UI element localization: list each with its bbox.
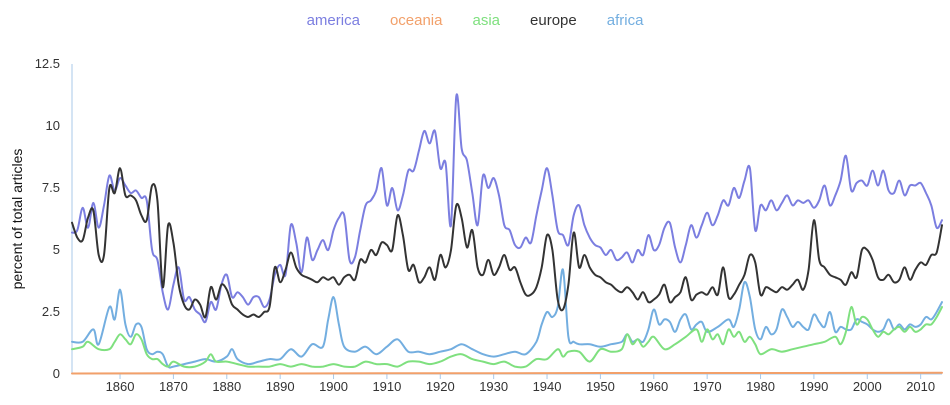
x-tick-label: 1940 <box>533 379 562 394</box>
legend-item-africa[interactable]: africa <box>606 12 644 29</box>
legend-item-asia[interactable]: asia <box>472 12 501 29</box>
legend-item-europe[interactable]: europe <box>530 12 577 29</box>
legend-item-america[interactable]: america <box>306 12 360 29</box>
x-tick-label: 1900 <box>319 379 348 394</box>
series-line-europe <box>71 167 943 319</box>
series-line-africa <box>71 268 943 369</box>
x-tick-label: 1960 <box>639 379 668 394</box>
x-tick-label: 1870 <box>159 379 188 394</box>
x-tick-label: 2000 <box>853 379 882 394</box>
series-line-asia <box>71 305 943 369</box>
x-tick-label: 1930 <box>479 379 508 394</box>
x-tick-label: 1890 <box>266 379 295 394</box>
x-tick-label: 1910 <box>372 379 401 394</box>
x-tick-label: 1920 <box>426 379 455 394</box>
x-tick-label: 1880 <box>212 379 241 394</box>
x-tick-label: 1970 <box>693 379 722 394</box>
legend-item-oceania[interactable]: oceania <box>389 12 443 29</box>
y-tick-label: 0 <box>53 366 60 381</box>
y-tick-label: 5 <box>53 242 60 257</box>
y-tick-label: 12.5 <box>35 56 60 71</box>
y-tick-label: 7.5 <box>42 180 60 195</box>
y-axis-title: percent of total articles <box>9 149 25 290</box>
chart-legend: america oceania asia europe africa <box>0 12 950 34</box>
x-tick-label: 2010 <box>906 379 935 394</box>
y-tick-label: 10 <box>46 118 60 133</box>
x-tick-label: 1860 <box>106 379 135 394</box>
x-tick-label: 1980 <box>746 379 775 394</box>
y-tick-label: 2.5 <box>42 304 60 319</box>
x-tick-label: 1990 <box>799 379 828 394</box>
series-line-america <box>71 93 943 324</box>
x-tick-label: 1950 <box>586 379 615 394</box>
series-line-oceania <box>71 371 943 375</box>
